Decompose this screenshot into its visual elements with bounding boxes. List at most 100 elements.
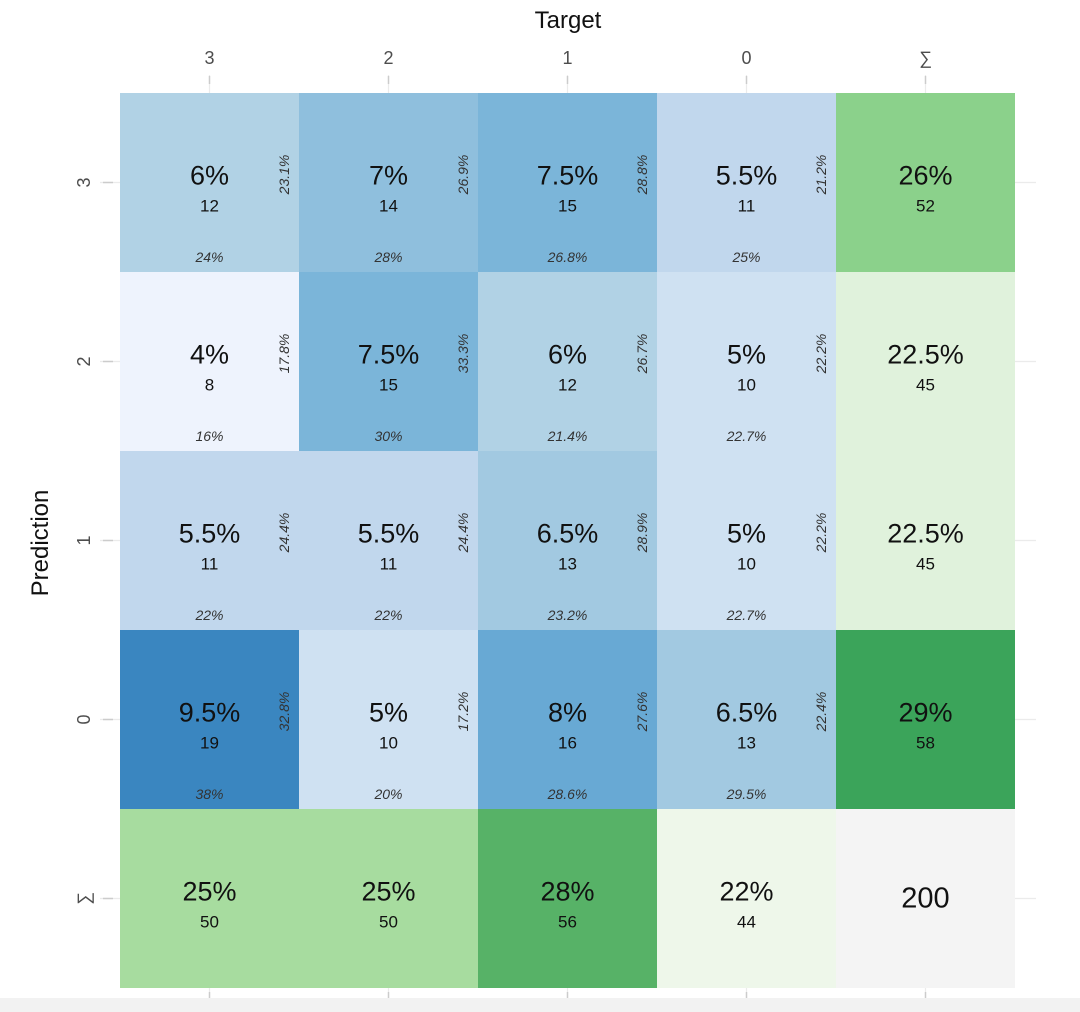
cell-background bbox=[120, 451, 299, 630]
cell-row-percentage: 17.2% bbox=[455, 692, 471, 732]
cell-column-percentage: 22% bbox=[194, 607, 223, 623]
y-tick-label: 1 bbox=[74, 535, 94, 545]
cell-background bbox=[478, 93, 657, 272]
cell-percentage: 6.5% bbox=[537, 519, 599, 549]
cell-percentage: 5.5% bbox=[716, 161, 778, 191]
cell-row-percentage: 17.8% bbox=[276, 334, 292, 374]
cell-count: 12 bbox=[558, 376, 577, 395]
cell-column-percentage: 21.4% bbox=[547, 428, 588, 444]
cell-percentage: 7.5% bbox=[537, 161, 599, 191]
sum-background bbox=[836, 93, 1015, 272]
cell-row-percentage: 24.4% bbox=[455, 513, 471, 554]
cell-row-percentage: 22.2% bbox=[813, 334, 829, 375]
cell-count: 11 bbox=[380, 555, 398, 574]
cell-background bbox=[478, 272, 657, 451]
cell-column-percentage: 22.7% bbox=[726, 607, 767, 623]
matrix-cell: 4% 8 16% 17.8% bbox=[120, 272, 299, 451]
cell-count: 15 bbox=[379, 376, 398, 395]
x-tick-label: 0 bbox=[741, 48, 751, 68]
matrix-cell: 5% 10 22.7% 22.2% bbox=[657, 451, 836, 630]
cell-background bbox=[120, 93, 299, 272]
matrix-cell: 9.5% 19 38% 32.8% bbox=[120, 630, 299, 809]
cell-count: 13 bbox=[737, 734, 756, 753]
sum-percentage: 28% bbox=[540, 877, 594, 907]
cell-background bbox=[478, 630, 657, 809]
cell-background bbox=[299, 272, 478, 451]
cell-column-percentage: 24% bbox=[194, 249, 223, 265]
cell-percentage: 5.5% bbox=[179, 519, 241, 549]
matrix-cell: 5.5% 11 22% 24.4% bbox=[120, 451, 299, 630]
cell-background bbox=[657, 451, 836, 630]
cell-column-percentage: 28.6% bbox=[547, 786, 588, 802]
column-sum-cell: 22%44 bbox=[657, 809, 836, 988]
cell-percentage: 4% bbox=[190, 340, 229, 370]
matrix-cell: 5% 10 20% 17.2% bbox=[299, 630, 478, 809]
y-tick-label: 3 bbox=[74, 177, 94, 187]
cell-percentage: 5% bbox=[369, 698, 408, 728]
cell-count: 15 bbox=[558, 197, 577, 216]
bottom-strip bbox=[0, 998, 1080, 1012]
cell-percentage: 5% bbox=[727, 519, 766, 549]
cell-column-percentage: 26.8% bbox=[547, 249, 588, 265]
cell-column-percentage: 29.5% bbox=[726, 786, 767, 802]
x-tick-label: 1 bbox=[562, 48, 572, 68]
cell-column-percentage: 25% bbox=[731, 249, 760, 265]
cell-row-percentage: 22.4% bbox=[813, 692, 829, 733]
sum-background bbox=[657, 809, 836, 988]
sum-percentage: 26% bbox=[898, 161, 952, 191]
x-tick-label: 2 bbox=[383, 48, 393, 68]
matrix-cell: 5.5% 11 22% 24.4% bbox=[299, 451, 478, 630]
cell-column-percentage: 22.7% bbox=[726, 428, 767, 444]
y-axis-label: Prediction bbox=[27, 490, 54, 597]
total-count: 200 bbox=[901, 883, 949, 915]
row-sum-cell: 29%58 bbox=[836, 630, 1015, 809]
y-tick-label: 2 bbox=[74, 356, 94, 366]
cell-background bbox=[120, 630, 299, 809]
cell-background bbox=[299, 93, 478, 272]
cell-row-percentage: 23.1% bbox=[276, 155, 292, 196]
sum-percentage: 25% bbox=[182, 877, 236, 907]
sum-percentage: 29% bbox=[898, 698, 952, 728]
matrix-cell: 7.5% 15 26.8% 28.8% bbox=[478, 93, 657, 272]
sum-background bbox=[478, 809, 657, 988]
cell-row-percentage: 22.2% bbox=[813, 513, 829, 554]
sum-count: 58 bbox=[916, 734, 935, 753]
y-tick-label: ∑ bbox=[74, 892, 94, 905]
cell-row-percentage: 28.8% bbox=[634, 155, 650, 196]
row-sum-cell: 22.5% 45 bbox=[836, 451, 1015, 630]
cell-percentage: 6% bbox=[190, 161, 229, 191]
cell-count: 19 bbox=[200, 734, 219, 753]
row-sum-cell: 26%52 bbox=[836, 93, 1015, 272]
matrix-cell: 6.5% 13 29.5% 22.4% bbox=[657, 630, 836, 809]
x-tick-label: 3 bbox=[204, 48, 214, 68]
cell-row-percentage: 26.7% bbox=[634, 334, 650, 375]
cell-column-percentage: 16% bbox=[195, 428, 223, 444]
cell-percentage: 7% bbox=[369, 161, 408, 191]
cell-count: 13 bbox=[558, 555, 577, 574]
cell-count: 12 bbox=[200, 197, 219, 216]
matrix-cell: 7% 14 28% 26.9% bbox=[299, 93, 478, 272]
sum-background bbox=[836, 272, 1015, 451]
matrix-cells: 6% 12 24% 23.1% 7% 14 28% 26.9% 7.5% 15 26.8% 28.8%… bbox=[120, 93, 1015, 988]
cell-row-percentage: 27.6% bbox=[634, 692, 650, 733]
cell-column-percentage: 20% bbox=[373, 786, 402, 802]
cell-percentage: 6% bbox=[548, 340, 587, 370]
x-tick-label: ∑ bbox=[919, 48, 932, 68]
matrix-cell: 5.5% 11 25% 21.2% bbox=[657, 93, 836, 272]
cell-background bbox=[657, 630, 836, 809]
matrix-cell: 6% 12 24% 23.1% bbox=[120, 93, 299, 272]
cell-background bbox=[657, 93, 836, 272]
cell-count: 8 bbox=[205, 376, 214, 395]
column-sum-cell: 28%56 bbox=[478, 809, 657, 988]
cell-percentage: 5% bbox=[727, 340, 766, 370]
cell-background bbox=[299, 451, 478, 630]
cell-row-percentage: 32.8% bbox=[276, 692, 292, 732]
cell-column-percentage: 28% bbox=[373, 249, 402, 265]
column-sum-cell: 25%50 bbox=[299, 809, 478, 988]
cell-percentage: 6.5% bbox=[716, 698, 778, 728]
sum-count: 45 bbox=[916, 555, 935, 574]
sum-count: 52 bbox=[916, 197, 935, 216]
matrix-cell: 6.5% 13 23.2% 28.9% bbox=[478, 451, 657, 630]
